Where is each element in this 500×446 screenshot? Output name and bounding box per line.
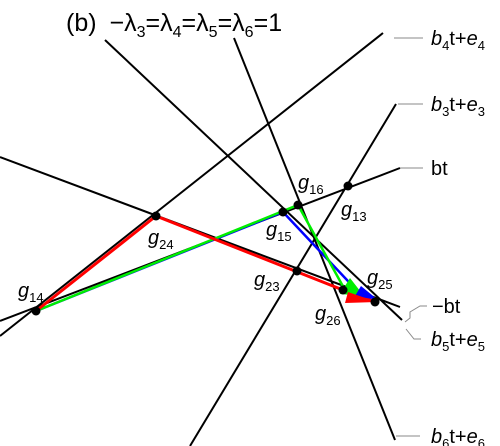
equals-sign: = — [146, 9, 161, 37]
equals-sign: = — [254, 9, 269, 37]
panel-label: (b) — [66, 9, 97, 37]
point-g23 — [292, 266, 302, 276]
leader-b5t-e5 — [405, 328, 421, 340]
leader-minus-bt — [404, 305, 427, 323]
line-label-b3t-e3: b3t+e3 — [431, 94, 485, 119]
lambda-symbol: λ — [196, 9, 209, 37]
equals-sign: = — [218, 9, 233, 37]
path-green — [35, 203, 347, 313]
point-g26 — [338, 285, 348, 295]
label-g26: g26 — [315, 303, 341, 328]
point-g16 — [293, 200, 303, 210]
line-label-b6t-e6: b6t+e6 — [431, 426, 485, 446]
lambda-index: 5 — [209, 24, 218, 41]
label-g24: g24 — [148, 227, 174, 252]
intersection-points — [31, 181, 380, 316]
point-g24 — [151, 211, 161, 221]
point-g14 — [31, 306, 41, 316]
lambda-index: 4 — [173, 24, 182, 41]
lambda-symbol: λ — [160, 9, 173, 37]
equals-sign: = — [182, 9, 197, 37]
figure-title: (b) −λ3=λ4=λ5=λ6=1 — [66, 9, 282, 41]
minus-sign: − — [110, 9, 125, 37]
label-g25: g25 — [367, 267, 393, 292]
line-label-minus-bt: −bt — [432, 296, 461, 318]
label-g23: g23 — [254, 269, 280, 294]
line-label-b4t-e4: b4t+e4 — [431, 28, 485, 53]
value-one: 1 — [268, 9, 282, 37]
lambda-index: 6 — [245, 24, 254, 41]
label-leaders — [394, 37, 427, 437]
line-b6t-e6 — [233, 37, 396, 441]
line-label-b5t-e5: b5t+e5 — [431, 329, 485, 354]
label-g14: g14 — [18, 280, 44, 305]
lambda-symbol: λ — [232, 9, 245, 37]
label-g13: g13 — [341, 199, 367, 224]
line-b3t-e3 — [189, 103, 397, 446]
line-b5t-e5 — [104, 39, 403, 321]
point-g25 — [370, 297, 380, 307]
line-labels: b4t+e4 b3t+e3 bt −bt b5t+e5 b6t+e6 — [431, 28, 485, 446]
lambda-symbol: λ — [124, 9, 137, 37]
lines — [0, 32, 403, 446]
line-b4t-e4 — [0, 32, 384, 337]
point-g15 — [278, 207, 288, 217]
label-g16: g16 — [298, 172, 324, 197]
point-g13 — [343, 181, 353, 191]
red-arrowhead — [345, 292, 377, 303]
label-g15: g15 — [266, 219, 292, 244]
point-labels: g14 g24 g16 g15 g13 g23 g25 g26 — [18, 172, 393, 328]
lambda-index: 3 — [137, 24, 146, 41]
line-label-bt: bt — [431, 158, 448, 180]
